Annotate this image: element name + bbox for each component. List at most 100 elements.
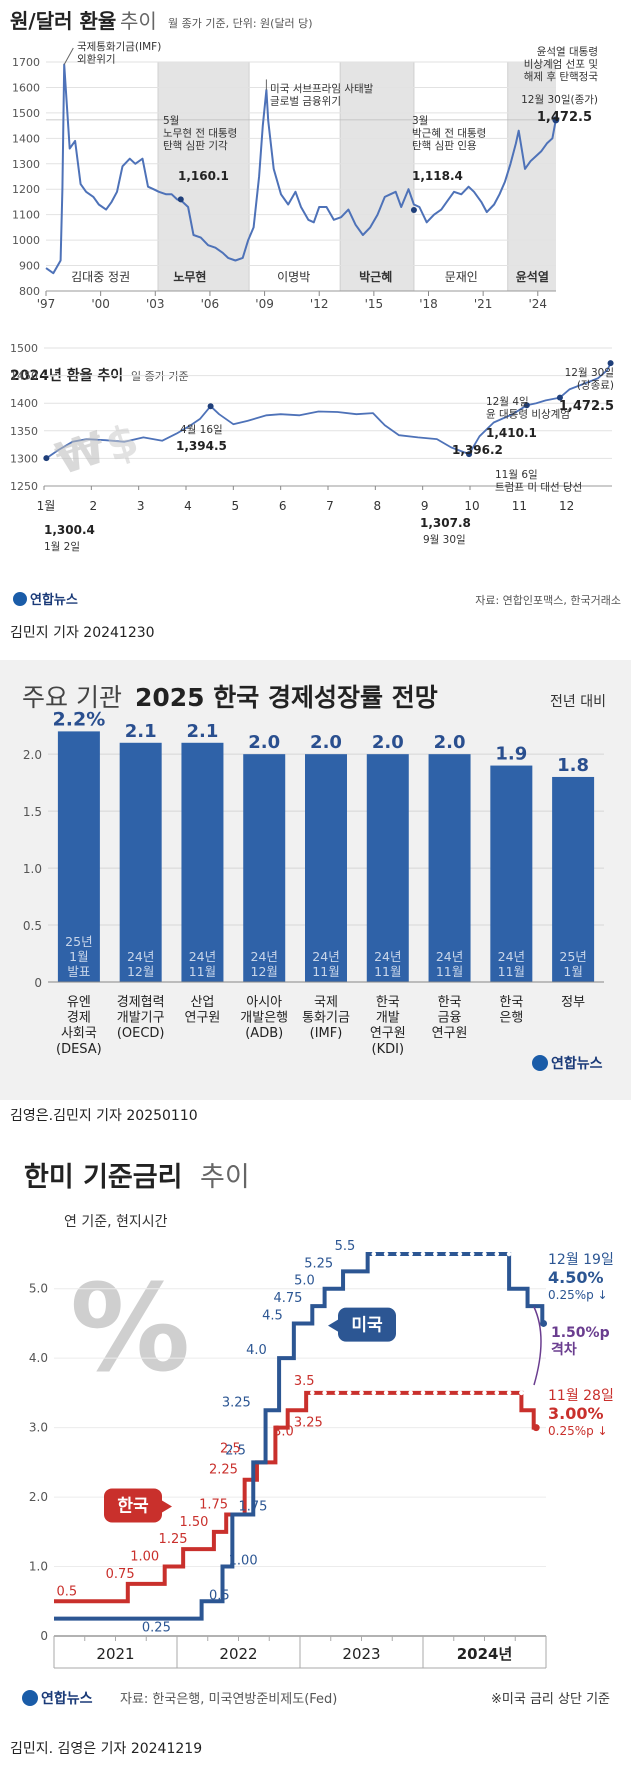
release-date-label: 11월 xyxy=(498,964,525,979)
annotation-us-change: 0.25%p ↓ xyxy=(548,1288,608,1302)
korea-series-name: 한국 xyxy=(117,1496,149,1516)
us-step-label: 5.5 xyxy=(335,1239,356,1254)
us-latest-point xyxy=(540,1319,548,1327)
release-date-label: 24년 xyxy=(436,949,463,964)
plateau-dot-us xyxy=(371,1251,377,1257)
category-label: 한국 개발 연구원 (KDI) xyxy=(370,995,406,1057)
annotation-park: 3월 박근혜 전 대통령 탄핵 심판 인용 xyxy=(412,115,486,152)
plateau-dot-us xyxy=(506,1251,512,1257)
policy-rate-panel: 한미 기준금리 추이 연 기준, 현지시간 % 5.0 4.0 3.0 2.0 1.0 0… xyxy=(0,1142,631,1724)
korea-latest-point xyxy=(532,1424,540,1432)
chart-title-light: 추이 xyxy=(200,1162,250,1193)
x-tick-label: 2023 xyxy=(342,1645,380,1663)
era-label: 김대중 정권 xyxy=(71,270,130,284)
x-tick-label: 2022 xyxy=(219,1645,257,1663)
plateau-dot-us xyxy=(494,1251,500,1257)
y-tick-label: 1.0 xyxy=(29,1560,48,1574)
korea-callout-pointer xyxy=(162,1500,172,1513)
us-step-label: 4.5 xyxy=(262,1308,283,1323)
data-point-2024 xyxy=(552,116,560,124)
x-tick-label: '24 xyxy=(528,297,547,311)
x-tick-label: '09 xyxy=(255,297,274,311)
release-date-label: 25년 xyxy=(65,934,92,949)
y-tick-label: 0 xyxy=(34,976,42,990)
annotation-kr-date: 11월 28일 xyxy=(548,1388,614,1404)
bar-value-label: 2.1 xyxy=(125,721,157,742)
korea-step-label: 1.75 xyxy=(199,1497,228,1512)
plateau-dot-kr xyxy=(346,1390,352,1396)
korea-step-label: 1.00 xyxy=(130,1550,159,1565)
x-tick-label: '12 xyxy=(310,297,329,311)
us-step-label: 1.00 xyxy=(229,1554,258,1569)
release-date-label: 25년 xyxy=(559,949,586,964)
x-tick-label: 8 xyxy=(374,499,382,513)
korea-step-label: 1.25 xyxy=(159,1532,188,1547)
data-point xyxy=(607,360,614,367)
y-tick-label: 4.0 xyxy=(29,1351,48,1365)
us-step-label: 0.5 xyxy=(209,1588,230,1603)
release-date-label: 11월 xyxy=(436,964,463,979)
bar-value-label: 2.2% xyxy=(53,708,106,730)
us-step-label: 3.25 xyxy=(222,1395,251,1410)
data-point xyxy=(43,455,50,462)
release-date-label: 24년 xyxy=(251,949,278,964)
us-step-label: 0.25 xyxy=(142,1621,171,1636)
plateau-dot-kr xyxy=(433,1390,438,1396)
y-tick-label: 1350 xyxy=(10,425,38,438)
release-date-label: 1월 xyxy=(69,949,88,964)
x-tick-label: 9 xyxy=(421,499,429,513)
category-label: 산업 연구원 xyxy=(184,995,220,1026)
korea-step-label: 3.5 xyxy=(294,1374,315,1389)
release-date-label: 24년 xyxy=(127,949,154,964)
release-date-label: 24년 xyxy=(374,949,401,964)
bar-8 xyxy=(490,765,533,982)
y-tick-label: 1250 xyxy=(10,480,38,493)
era-label: 문재인 xyxy=(445,270,478,284)
plateau-dot-kr xyxy=(519,1390,524,1396)
x-tick-label: 2021 xyxy=(96,1645,134,1663)
plateau-dot-kr xyxy=(506,1390,512,1396)
plateau-dot-us xyxy=(445,1251,450,1257)
bar-value-label: 2.0 xyxy=(310,732,342,753)
policy-rate-chart: 한미 기준금리 추이 연 기준, 현지시간 % 5.04.03.02.01.00… xyxy=(22,1162,614,1707)
us-rate-line xyxy=(54,1252,545,1621)
byline: 김민지. 김영은 기자 20241219 xyxy=(10,1741,203,1757)
y-tick-label: 2.0 xyxy=(29,1490,48,1504)
yonhap-logo: 연합뉴스 xyxy=(532,1055,603,1072)
yonhap-logo: 연합뉴스 xyxy=(13,592,78,608)
data-point-2017 xyxy=(410,206,417,213)
plateau-dot-kr xyxy=(494,1390,500,1396)
era-label: 이명박 xyxy=(277,270,310,284)
svg-text:연합뉴스: 연합뉴스 xyxy=(41,1690,93,1707)
y-tick-label: 1700 xyxy=(12,56,40,69)
svg-text:연합뉴스: 연합뉴스 xyxy=(30,592,78,607)
y-tick-label: 1450 xyxy=(10,370,38,383)
x-tick-label: 10 xyxy=(464,499,479,513)
plateau-dot-us xyxy=(433,1251,438,1257)
x-tick-label: '00 xyxy=(91,297,110,311)
category-label: 유엔 경제 사회국 (DESA) xyxy=(56,995,102,1057)
y-tick-label: 2.0 xyxy=(23,748,42,762)
plateau-dot-kr xyxy=(420,1390,426,1396)
x-tick-label: '97 xyxy=(37,297,56,311)
y-tick-label: 800 xyxy=(19,285,40,298)
bar-value-label: 2.0 xyxy=(248,732,280,753)
footnote: ※미국 금리 상단 기준 xyxy=(491,1692,610,1707)
release-date-label: 발표 xyxy=(67,964,90,979)
bar-4 xyxy=(243,754,286,982)
exchange-rate-chart: 원/달러 환율 추이 월 종가 기준, 단위: 원(달러 당) 1700 1600… xyxy=(10,9,621,608)
data-point-2004 xyxy=(177,196,184,203)
bar-value-label: 1.8 xyxy=(557,755,589,776)
y-tick-label: 1500 xyxy=(12,107,40,120)
release-date-label: 24년 xyxy=(498,949,525,964)
release-date-label: 24년 xyxy=(189,949,216,964)
era-shade xyxy=(340,62,414,291)
y-tick-label: 1.5 xyxy=(23,805,42,819)
korea-step-label: 3.0 xyxy=(273,1425,294,1440)
byline: 김영은.김민지 기자 20250110 xyxy=(10,1108,198,1124)
annotation-trump: 11월 6일 트럼프 미 대선 당선 xyxy=(495,468,582,494)
chart-subtitle: 연 기준, 현지시간 xyxy=(64,1214,168,1230)
bar-9 xyxy=(552,776,595,982)
us-series-name: 미국 xyxy=(351,1316,383,1336)
currency-symbol-decoration: ₩ $ xyxy=(50,414,145,485)
